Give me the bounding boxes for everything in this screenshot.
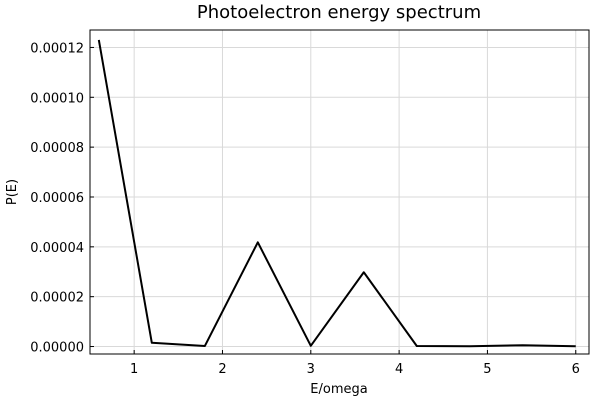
y-tick-label: 0.00000 xyxy=(30,341,84,356)
y-axis-label: P(E) xyxy=(5,179,20,205)
grid xyxy=(90,30,589,354)
axis-ticks: 1 2 3 4 5 6 0.00000 0.00002 0.00004 0.00006 0.0000… xyxy=(30,41,580,377)
x-tick-label: 1 xyxy=(130,362,138,377)
x-axis-label: E/omega xyxy=(310,382,367,397)
series-line xyxy=(97,39,576,348)
x-tick-label: 5 xyxy=(483,362,491,377)
x-tick-label: 3 xyxy=(307,362,315,377)
x-tick-label: 2 xyxy=(218,362,226,377)
series-layer xyxy=(97,39,576,348)
y-tick-label: 0.00010 xyxy=(30,91,84,106)
x-tick-label: 6 xyxy=(572,362,580,377)
chart-title: Photoelectron energy spectrum xyxy=(197,2,481,23)
plot-frame xyxy=(89,29,590,355)
y-tick-label: 0.00004 xyxy=(30,241,84,256)
y-tick-label: 0.00006 xyxy=(30,191,84,206)
x-tick-label: 4 xyxy=(395,362,403,377)
y-tick-label: 0.00002 xyxy=(30,291,84,306)
y-tick-label: 0.00012 xyxy=(30,41,84,56)
y-tick-label: 0.00008 xyxy=(30,141,84,156)
